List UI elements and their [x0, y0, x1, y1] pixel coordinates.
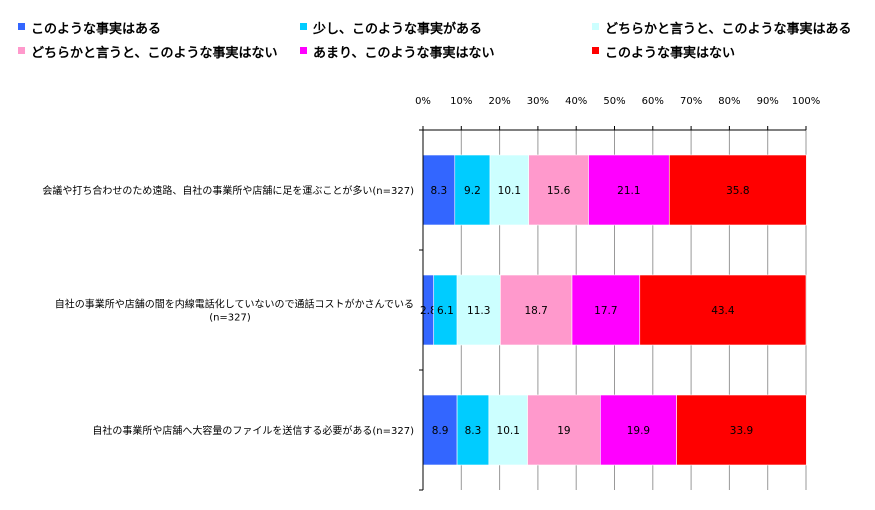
- tick-label: 20%: [488, 96, 510, 107]
- legend-swatch-4: [18, 47, 25, 54]
- category-labels: 会議や打ち合わせのため遠路、自社の事業所や店舗に足を運ぶことが多い(n=327)…: [42, 184, 414, 437]
- data-label: 15.6: [547, 185, 571, 197]
- bar-segment: [600, 394, 677, 466]
- data-label: 19: [557, 425, 570, 437]
- data-label: 10.1: [497, 425, 520, 437]
- x-axis-ticks: 0% 10% 20% 30% 40% 50% 60% 70% 80% 90% 100%: [415, 96, 820, 107]
- data-label: 6.1: [437, 305, 454, 317]
- tick-label: 0%: [415, 96, 431, 107]
- bar-segment: [527, 394, 601, 466]
- category-label: (n=327): [209, 313, 251, 324]
- bar-segment: [571, 274, 641, 346]
- category-label: 会議や打ち合わせのため遠路、自社の事業所や店舗に足を運ぶことが多い(n=327): [42, 184, 414, 197]
- legend-label-4: どちらかと言うと、このような事実はない: [31, 45, 277, 61]
- legend-swatch-3: [592, 23, 599, 30]
- tick-label: 50%: [603, 96, 625, 107]
- legend-label-2: 少し、このような事実がある: [312, 21, 482, 37]
- bar-segment: [639, 274, 807, 346]
- data-label: 8.9: [432, 425, 449, 437]
- bar-segment: [588, 154, 670, 226]
- bar-segment: [488, 394, 528, 466]
- axes: [419, 126, 807, 491]
- legend-swatch-1: [18, 23, 25, 30]
- bar-segment: [456, 394, 490, 466]
- legend: このような事実はある 少し、このような事実がある どちらかと言うと、このような事実は…: [18, 21, 851, 61]
- data-label: 43.4: [711, 305, 735, 317]
- legend-swatch-2: [300, 23, 307, 30]
- bar-segment: [500, 274, 573, 346]
- category-label: 自社の事業所や店舗の間を内線電話化していないので通話コストがかさんでいる: [55, 298, 414, 311]
- data-label: 2.8: [420, 305, 437, 317]
- data-label: 19.9: [627, 425, 650, 437]
- tick-label: 60%: [642, 96, 664, 107]
- data-label: 33.9: [730, 425, 753, 437]
- data-label: 10.1: [498, 185, 521, 197]
- bar-segment: [528, 154, 589, 226]
- bar-segment: [454, 154, 491, 226]
- tick-label: 70%: [680, 96, 702, 107]
- bar-segment: [456, 274, 501, 346]
- legend-label-5: あまり、このような事実はない: [313, 45, 494, 61]
- data-label: 17.7: [594, 305, 617, 317]
- legend-swatch-5: [300, 47, 307, 54]
- data-label: 11.3: [467, 305, 490, 317]
- bar-segment: [676, 394, 807, 466]
- tick-label: 100%: [792, 96, 821, 107]
- tick-label: 90%: [757, 96, 779, 107]
- data-label: 8.3: [465, 425, 482, 437]
- tick-label: 40%: [565, 96, 587, 107]
- bar-segment: [422, 394, 458, 466]
- legend-label-3: どちらかと言うと、このような事実はある: [605, 21, 851, 37]
- tick-label: 10%: [450, 96, 472, 107]
- tick-label: 30%: [527, 96, 549, 107]
- bar-segment: [668, 154, 807, 226]
- data-label: 18.7: [524, 305, 547, 317]
- data-label: 21.1: [617, 185, 640, 197]
- data-label: 9.2: [464, 185, 481, 197]
- data-label: 35.8: [726, 185, 749, 197]
- legend-label-6: このような事実はない: [605, 45, 735, 61]
- legend-swatch-6: [592, 47, 599, 54]
- bar-segment: [489, 154, 530, 226]
- legend-label-1: このような事実はある: [31, 21, 161, 37]
- bars: 8.3 9.2 10.1 15.6 21.1 35.8 2.8 6.1 11.3 18.7 17.7…: [420, 154, 807, 466]
- tick-label: 80%: [718, 96, 740, 107]
- data-label: 8.3: [431, 185, 448, 197]
- category-label: 自社の事業所や店舗へ大容量のファイルを送信する必要がある(n=327): [92, 424, 414, 437]
